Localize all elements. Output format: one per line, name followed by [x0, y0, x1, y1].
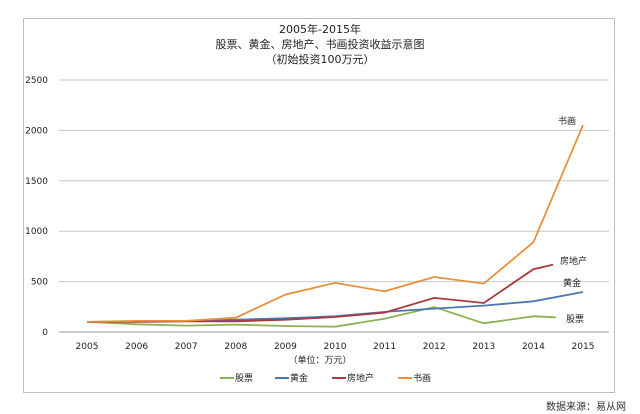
x-tick-label: 2015 — [572, 342, 595, 352]
x-tick-label: 2011 — [373, 342, 396, 352]
x-tick-label: 2010 — [324, 342, 347, 352]
x-tick-label: 2005 — [76, 342, 99, 352]
y-tick-label: 2000 — [25, 126, 48, 136]
x-tick-label: 2009 — [274, 342, 297, 352]
series-end-label: 黄金 — [563, 277, 581, 289]
legend-label: 书画 — [413, 373, 431, 384]
y-tick-label: 1500 — [25, 177, 48, 187]
chart-title: 2005年-2015年 — [279, 23, 361, 36]
chart-frame — [23, 18, 615, 393]
y-tick-label: 500 — [31, 278, 48, 288]
series-line-3 — [86, 124, 584, 323]
chart-subtitle: 股票、黄金、房地产、书画投资收益示意图 — [215, 38, 425, 51]
y-tick-label: 2500 — [25, 76, 48, 86]
legend-label: 房地产 — [347, 372, 374, 384]
x-tick-label: 2006 — [125, 342, 148, 352]
x-tick-label: 2013 — [472, 342, 495, 352]
y-tick-label: 1000 — [25, 227, 48, 237]
series-end-label: 书画 — [558, 116, 576, 127]
x-tick-label: 2014 — [522, 342, 545, 352]
series-end-label: 房地产 — [560, 255, 587, 267]
chart-subtitle-2: （初始投资100万元） — [265, 53, 375, 66]
series-line-2 — [87, 263, 554, 323]
legend-label: 股票 — [235, 373, 253, 384]
data-source: 数据来源：易从网 — [546, 402, 626, 413]
x-tick-label: 2012 — [423, 342, 446, 352]
series-end-label: 股票 — [566, 314, 584, 325]
x-axis-label: （单位：万元） — [288, 354, 351, 366]
x-tick-label: 2008 — [224, 342, 247, 352]
x-tick-label: 2007 — [175, 342, 198, 352]
y-tick-label: 0 — [42, 328, 48, 338]
legend-label: 黄金 — [290, 372, 308, 384]
